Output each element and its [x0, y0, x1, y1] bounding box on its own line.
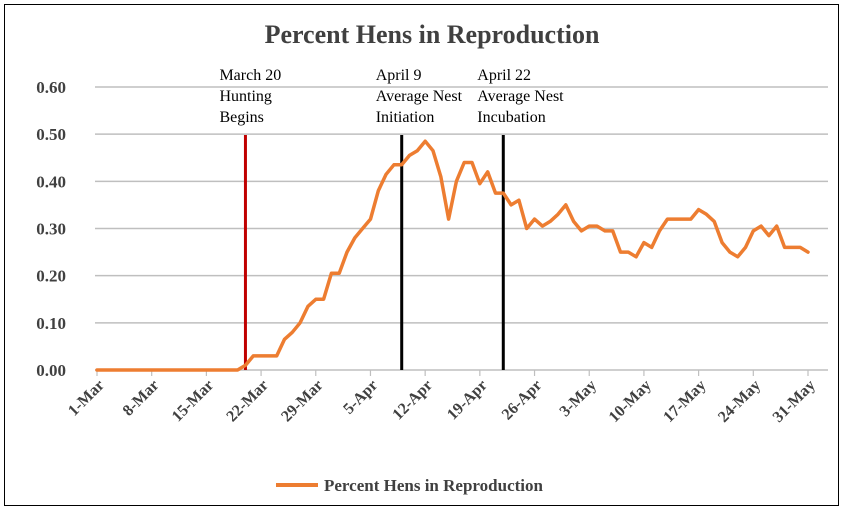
annotation-label: March 20	[219, 67, 281, 84]
x-tick-label: 26-Apr	[499, 377, 546, 424]
annotation-label: Begins	[219, 109, 263, 126]
x-tick-label: 24-May	[715, 377, 764, 426]
y-tick-label: 0.00	[36, 361, 66, 380]
y-tick-label: 0.40	[36, 172, 66, 191]
x-tick-label: 1-Mar	[65, 377, 108, 420]
x-tick-label: 31-May	[770, 377, 819, 426]
x-tick-label: 29-Mar	[278, 377, 326, 425]
series-line	[95, 139, 810, 372]
y-tick-labels: 0.00 0.10 0.20 0.30 0.40 0.50 0.60	[36, 78, 66, 380]
annotation-label: April 22	[477, 67, 531, 84]
x-tick-labels: 1-Mar 8-Mar 15-Mar 22-Mar 29-Mar 5-Apr 12-Apr 1…	[65, 370, 819, 426]
chart-title: Percent Hens in Reproduction	[265, 20, 600, 49]
x-tick-label: 12-Apr	[389, 377, 436, 424]
annotation-label: Incubation	[477, 109, 545, 126]
x-tick-label: 22-Mar	[223, 377, 271, 425]
annotation-label: Average Nest	[477, 88, 564, 105]
series-layer	[95, 139, 810, 372]
annotation-label: Average Nest	[376, 88, 463, 105]
annotation-label: April 9	[376, 67, 422, 84]
x-tick-label: 3-May	[557, 377, 600, 420]
annotation-label: Initiation	[376, 109, 435, 126]
y-tick-label: 0.30	[36, 220, 66, 239]
annotations: March 20 Hunting Begins April 9 Average Nest…	[219, 67, 564, 370]
x-tick-label: 15-Mar	[169, 377, 217, 425]
x-tick-label: 10-May	[606, 377, 655, 426]
y-tick-label: 0.60	[36, 78, 66, 97]
y-tick-label: 0.50	[36, 125, 66, 144]
x-tick-label: 19-Apr	[444, 377, 491, 424]
x-tick-label: 17-May	[660, 377, 709, 426]
y-tick-label: 0.20	[36, 267, 66, 286]
x-tick-label: 5-Apr	[340, 377, 381, 418]
legend-label: Percent Hens in Reproduction	[324, 476, 543, 495]
x-tick-label: 8-Mar	[120, 377, 163, 420]
annotation-label: Hunting	[219, 88, 271, 105]
legend: Percent Hens in Reproduction	[276, 476, 543, 495]
y-tick-label: 0.10	[36, 314, 66, 333]
